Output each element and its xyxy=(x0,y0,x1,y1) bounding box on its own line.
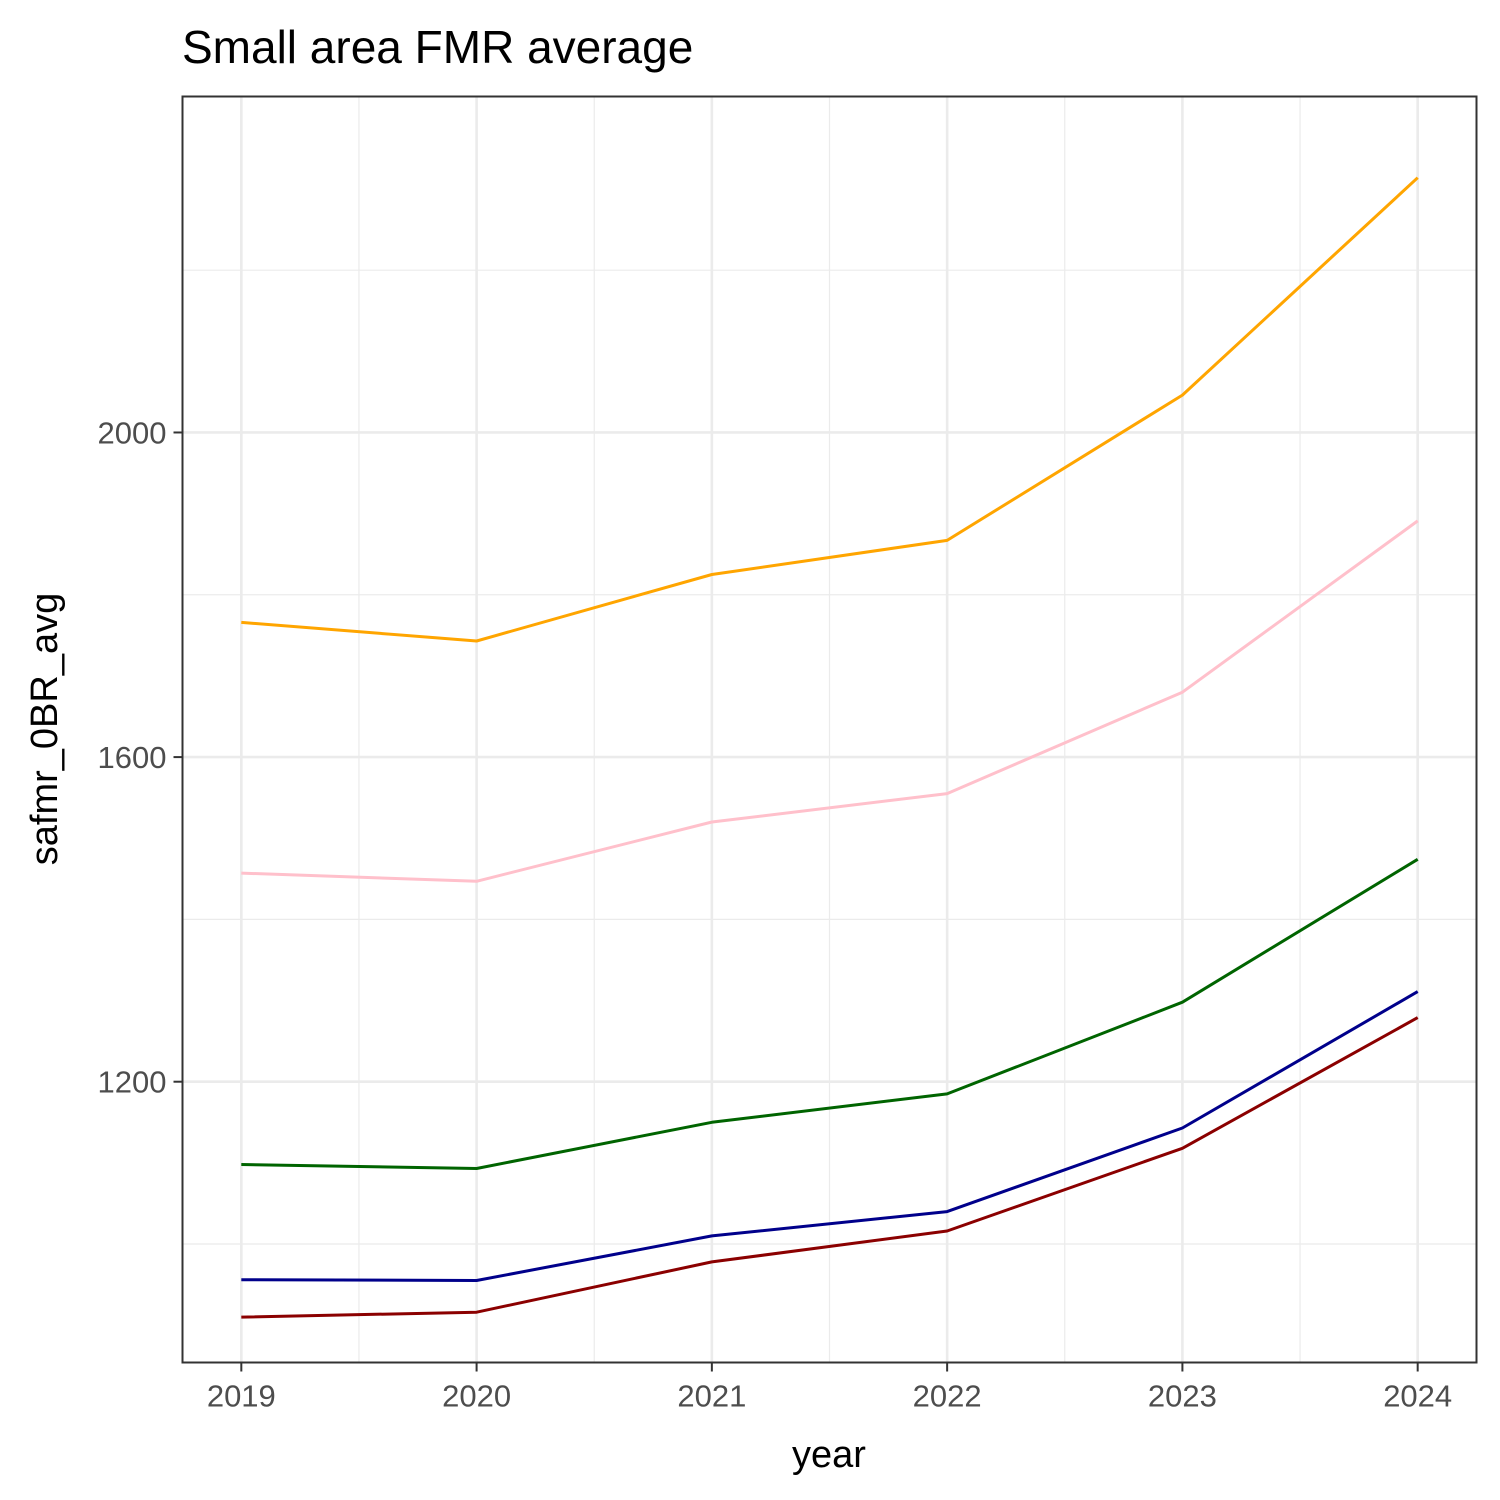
x-tick-label: 2022 xyxy=(913,1379,982,1414)
x-tick-label: 2019 xyxy=(207,1379,276,1414)
x-tick-label: 2021 xyxy=(677,1379,746,1414)
series-line-3 xyxy=(241,858,1419,1170)
x-tick-label: 2023 xyxy=(1148,1379,1217,1414)
y-tick-label: 2000 xyxy=(98,415,167,450)
y-axis: 1200 1600 2000 xyxy=(98,415,183,1100)
x-axis-title: year xyxy=(792,1434,866,1476)
series-line-2 xyxy=(241,519,1419,883)
chart-title: Small area FMR average xyxy=(182,21,693,73)
plot-panel-border xyxy=(181,95,1478,1364)
y-axis-title: safmr_0BR_avg xyxy=(24,593,66,865)
series-line-5 xyxy=(241,1016,1419,1319)
x-tick-label: 2024 xyxy=(1383,1379,1452,1414)
y-tick-label: 1600 xyxy=(98,740,167,775)
x-axis: 2019 2020 2021 2022 2023 2024 xyxy=(207,1362,1452,1414)
x-tick-label: 2020 xyxy=(442,1379,511,1414)
series-line-4 xyxy=(241,990,1419,1282)
series-line-1 xyxy=(241,176,1419,643)
series-lines xyxy=(241,176,1419,1319)
minor-gridlines xyxy=(182,96,1477,1363)
y-tick-label: 1200 xyxy=(98,1065,167,1100)
